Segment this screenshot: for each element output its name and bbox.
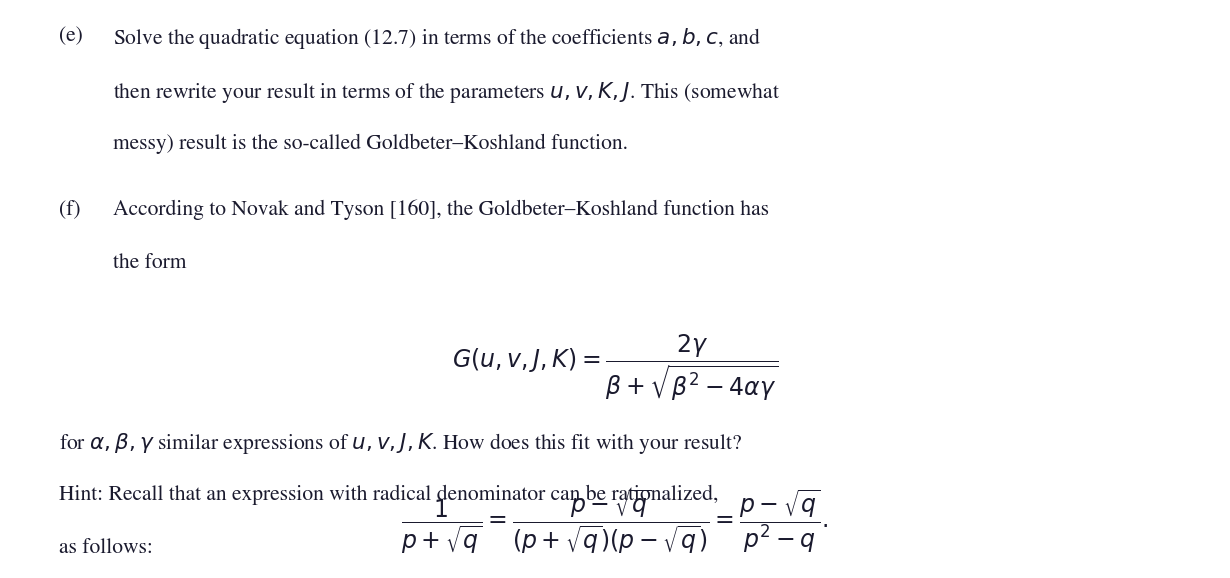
Text: $\dfrac{1}{p + \sqrt{q}} = \dfrac{p - \sqrt{q}}{(p + \sqrt{q})(p - \sqrt{q})} = : $\dfrac{1}{p + \sqrt{q}} = \dfrac{p - \s…: [401, 488, 829, 556]
Text: then rewrite your result in terms of the parameters $u, v, K, J$. This (somewhat: then rewrite your result in terms of the…: [113, 80, 780, 105]
Text: According to Novak and Tyson [160], the Goldbeter–Koshland function has: According to Novak and Tyson [160], the …: [113, 199, 769, 220]
Text: Solve the quadratic equation (12.7) in terms of the coefficients $a,b,c$, and: Solve the quadratic equation (12.7) in t…: [113, 26, 761, 51]
Text: $G(u,v,J,K) = \dfrac{2\gamma}{\beta + \sqrt{\beta^2 - 4\alpha\gamma}}$: $G(u,v,J,K) = \dfrac{2\gamma}{\beta + \s…: [451, 332, 779, 403]
Text: messy) result is the so-called Goldbeter–Koshland function.: messy) result is the so-called Goldbeter…: [113, 134, 629, 154]
Text: as follows:: as follows:: [59, 538, 153, 558]
Text: the form: the form: [113, 253, 187, 273]
Text: (f): (f): [59, 199, 80, 219]
Text: Hint: Recall that an expression with radical denominator can be rationalized,: Hint: Recall that an expression with rad…: [59, 484, 718, 505]
Text: (e): (e): [59, 26, 82, 46]
Text: for $\alpha, \beta, \gamma$ similar expressions of $u, v, J, K$. How does this f: for $\alpha, \beta, \gamma$ similar expr…: [59, 431, 742, 455]
